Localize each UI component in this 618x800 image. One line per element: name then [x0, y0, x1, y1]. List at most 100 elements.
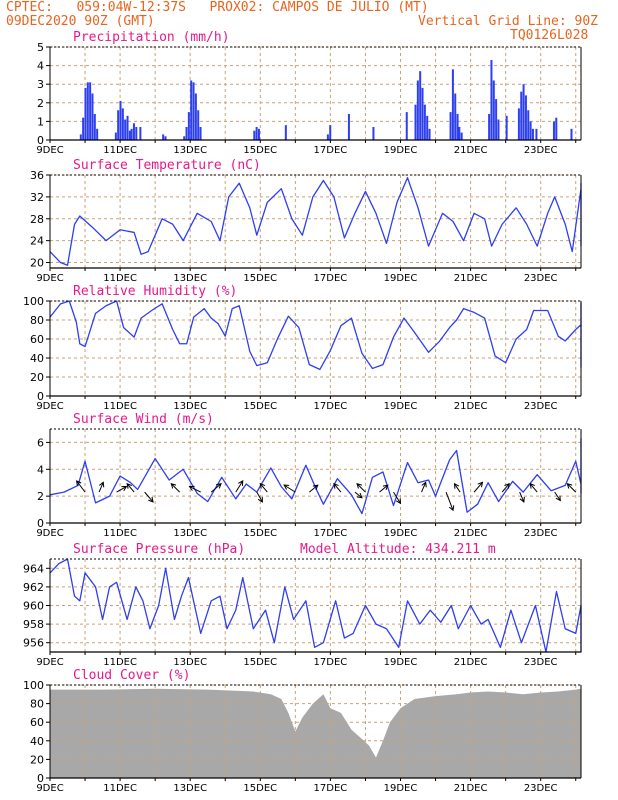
- x-date-label: 21DEC: [454, 783, 488, 794]
- x-date-label: 21DEC: [454, 657, 488, 668]
- precipitation-bar: [329, 125, 332, 140]
- wind-arrow-head: [188, 485, 195, 491]
- wind-arrow: [259, 483, 268, 493]
- wind-arrow: [333, 483, 342, 493]
- precipitation-bar: [128, 130, 131, 140]
- y-tick-label: 960: [23, 600, 44, 613]
- y-tick-label: 0: [37, 517, 44, 530]
- wind-arrow: [210, 483, 222, 493]
- y-tick-label: 40: [30, 735, 44, 748]
- wind-arrow-head: [529, 482, 536, 489]
- panel-title: Surface Wind (m/s): [73, 412, 214, 427]
- precipitation-bar: [79, 134, 82, 140]
- x-date-label: 17DEC: [314, 273, 348, 284]
- precipitation-bar: [495, 99, 498, 140]
- y-tick-label: 28: [30, 213, 44, 226]
- x-date-label: 13DEC: [173, 273, 207, 284]
- precipitation-bar: [255, 126, 258, 140]
- wind-arrow-head: [259, 482, 266, 489]
- wind-arrow: [393, 491, 401, 504]
- precipitation-bar: [372, 126, 375, 140]
- precipitation-bar: [89, 82, 92, 140]
- precipitation-bar: [531, 128, 534, 140]
- precipitation-bar: [93, 113, 96, 140]
- wind-arrow: [473, 481, 483, 493]
- y-tick-label: 956: [23, 637, 44, 650]
- precipitation-bar: [555, 117, 558, 140]
- y-tick-label: 2: [37, 97, 44, 110]
- precipitation-bar: [326, 134, 329, 140]
- x-date-label: 19DEC: [384, 528, 418, 539]
- precipitation-bar: [119, 100, 122, 140]
- x-date-label: 23DEC: [524, 145, 558, 156]
- y-tick-label: 60: [30, 716, 44, 729]
- precipitation-bar: [124, 119, 127, 140]
- precipitation-bar: [84, 87, 87, 140]
- x-date-label: 19DEC: [384, 401, 418, 412]
- precipitation-bar: [524, 95, 527, 140]
- model-altitude-note: Model Altitude: 434.211 m: [300, 542, 496, 557]
- station-header-line: CPTEC: 059:04W-12:37S PROX02: CAMPOS DE …: [6, 0, 429, 15]
- wind-arrow-head: [170, 482, 177, 489]
- x-date-label: 15DEC: [243, 783, 277, 794]
- precipitation-bar: [426, 115, 429, 140]
- series-line: [49, 177, 582, 266]
- x-date-label: 21DEC: [454, 145, 488, 156]
- precipitation-bar: [405, 112, 408, 140]
- grid-line-note: Vertical Grid Line: 90Z: [418, 14, 599, 29]
- wind-arrow: [76, 480, 86, 493]
- precipitation-bar: [114, 132, 117, 140]
- precipitation-bar: [449, 112, 452, 140]
- x-date-label: 11DEC: [103, 528, 137, 539]
- panel-title: Relative Humidity (%): [73, 284, 237, 299]
- x-date-label: 23DEC: [524, 528, 558, 539]
- panel-title: Cloud Cover (%): [73, 668, 190, 683]
- x-date-label: 17DEC: [314, 528, 348, 539]
- x-date-label: 23DEC: [524, 273, 558, 284]
- y-tick-label: 20: [30, 753, 44, 766]
- precipitation-bar: [428, 128, 431, 140]
- wind-arrow-head: [76, 480, 82, 486]
- precipitation-bar: [570, 128, 573, 140]
- precipitation-bar: [130, 128, 133, 140]
- precipitation-bar: [185, 126, 188, 140]
- wind-arrow: [529, 483, 538, 493]
- x-date-label: 9DEC: [36, 528, 63, 539]
- precipitation-bar: [183, 136, 186, 140]
- wind-arrow-head: [356, 482, 362, 489]
- wind-arrow: [501, 483, 510, 493]
- precipitation-bar: [419, 71, 422, 140]
- precipitation-bar: [552, 121, 555, 140]
- wind-arrow-head: [477, 481, 484, 488]
- precipitation-bar: [117, 110, 120, 140]
- wind-arrow: [554, 491, 561, 501]
- precipitation-bar: [192, 82, 195, 140]
- wind-arrow-head: [448, 505, 455, 512]
- precipitation-bar: [162, 134, 165, 140]
- y-tick-label: 0: [37, 772, 44, 785]
- wind-arrow: [309, 484, 319, 493]
- x-date-label: 13DEC: [173, 401, 207, 412]
- run-date-label: 09DEC2020 90Z (GMT): [6, 14, 155, 29]
- x-date-label: 13DEC: [173, 145, 207, 156]
- y-tick-label: 2: [37, 490, 44, 503]
- x-date-label: 11DEC: [103, 783, 137, 794]
- precipitation-bar: [284, 125, 287, 140]
- precipitation-bar: [416, 80, 419, 140]
- wind-arrow: [566, 483, 577, 493]
- y-tick-label: 40: [30, 352, 44, 365]
- wind-arrow: [144, 491, 154, 503]
- y-tick-label: 36: [30, 169, 44, 182]
- precipitation-bar: [421, 87, 424, 140]
- wind-arrow-head: [504, 482, 510, 489]
- precipitation-bar: [517, 108, 520, 140]
- precipitation-bar: [126, 115, 129, 140]
- x-date-label: 21DEC: [454, 401, 488, 412]
- x-date-label: 15DEC: [243, 401, 277, 412]
- x-date-label: 17DEC: [314, 657, 348, 668]
- precipitation-bar: [488, 113, 491, 140]
- precipitation-bar: [86, 82, 89, 140]
- x-date-label: 21DEC: [454, 528, 488, 539]
- y-tick-label: 20: [30, 257, 44, 270]
- precipitation-bar: [197, 110, 200, 140]
